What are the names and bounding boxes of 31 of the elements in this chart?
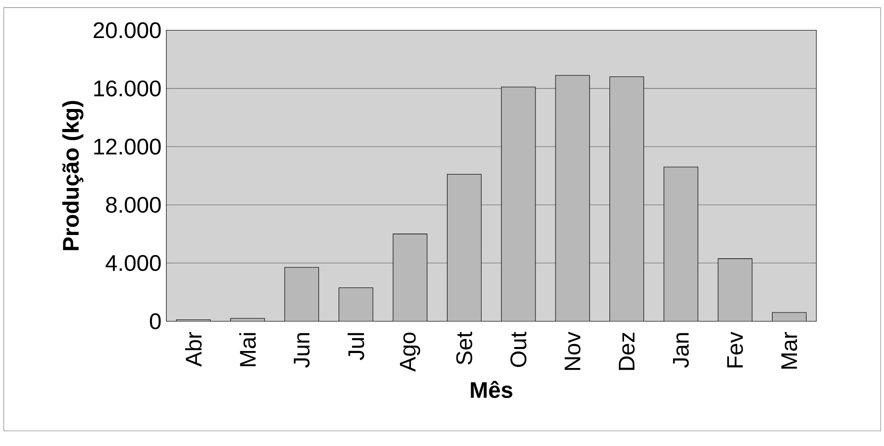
bar: [609, 76, 644, 322]
bar: [501, 86, 536, 322]
y-tick-label: 16.000: [94, 80, 161, 96]
bar: [338, 288, 374, 322]
x-tick-label: Jan: [673, 333, 689, 368]
y-tick-label: 4.000: [106, 255, 161, 272]
x-tick-label: Ago: [400, 332, 420, 372]
x-tick-label: Mar: [781, 332, 798, 369]
x-tick-label: Out: [510, 332, 526, 367]
x-tick-label: Abr: [185, 332, 202, 367]
x-tick-label: Mai: [239, 333, 256, 366]
x-tick-label: Jul: [348, 333, 364, 360]
bar: [392, 234, 428, 322]
y-tick-label: 20.000: [94, 22, 161, 38]
bar: [664, 166, 698, 322]
bar: [446, 174, 482, 322]
x-tick-label: Dez: [618, 332, 635, 370]
bar: [718, 258, 752, 322]
x-tick-label: Set: [456, 332, 472, 364]
x-tick-label: Jun: [294, 333, 310, 368]
y-axis-title: Produção (kg): [62, 100, 84, 250]
y-tick-label: 0: [150, 313, 161, 330]
bar: [284, 267, 319, 322]
y-tick-label: 8.000: [106, 196, 161, 213]
bar: [230, 318, 265, 322]
bar: [772, 312, 807, 322]
x-tick-label: Fev: [727, 332, 743, 368]
y-tick-label: 12.000: [94, 138, 161, 155]
x-axis-title: Mês: [470, 380, 512, 398]
x-tick-label: Nov: [564, 332, 580, 370]
bar: [555, 75, 590, 322]
